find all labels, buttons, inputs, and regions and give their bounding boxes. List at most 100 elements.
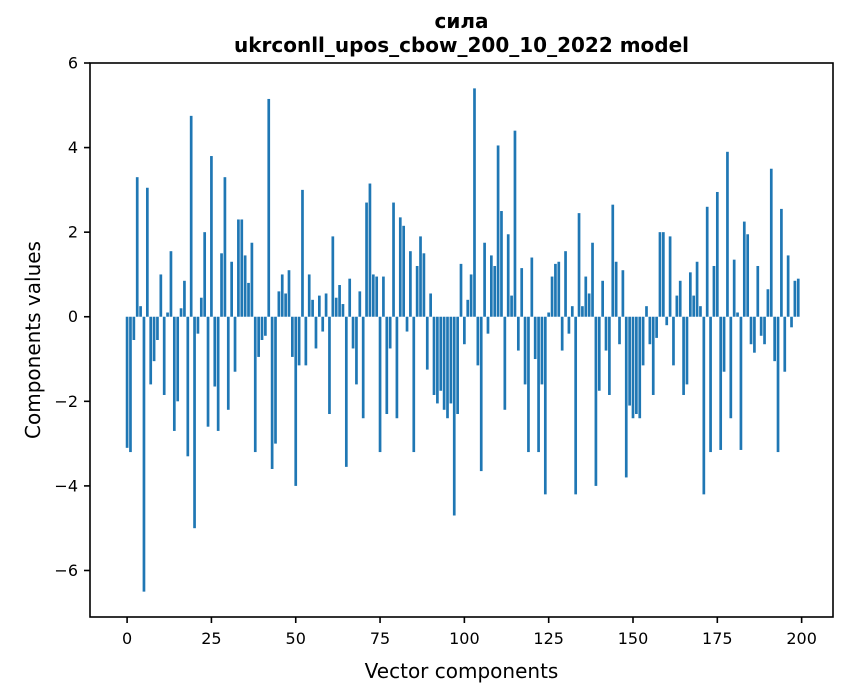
x-tick-label: 50 bbox=[286, 629, 306, 648]
plot-area-border bbox=[89, 62, 834, 618]
bar bbox=[523, 316, 527, 385]
bar bbox=[459, 263, 463, 317]
bars-group bbox=[125, 88, 800, 592]
bar bbox=[712, 265, 716, 317]
bar bbox=[392, 202, 395, 317]
bar bbox=[398, 217, 402, 317]
bar bbox=[506, 234, 510, 317]
bar bbox=[260, 316, 264, 340]
bar bbox=[233, 316, 237, 372]
bar bbox=[473, 88, 476, 317]
bar bbox=[631, 316, 635, 419]
x-tick-label: 150 bbox=[618, 629, 649, 648]
bar bbox=[267, 98, 271, 317]
bar bbox=[216, 316, 220, 431]
bar bbox=[790, 316, 793, 328]
bar bbox=[442, 316, 446, 410]
bar bbox=[253, 316, 257, 453]
bar bbox=[587, 293, 591, 317]
bar bbox=[597, 316, 601, 391]
bar bbox=[287, 270, 291, 317]
bar bbox=[753, 316, 756, 353]
bar bbox=[129, 316, 132, 453]
bar bbox=[220, 253, 223, 317]
x-axis-ticks: 0 25 50 75 100 125 150 175 200 bbox=[122, 617, 817, 648]
bar bbox=[388, 316, 392, 349]
bar bbox=[624, 316, 628, 478]
bar bbox=[270, 316, 274, 469]
bar bbox=[348, 278, 352, 317]
bar bbox=[196, 316, 200, 334]
bar bbox=[183, 280, 186, 317]
bar bbox=[543, 316, 547, 495]
bar bbox=[284, 293, 287, 317]
bar bbox=[651, 316, 655, 395]
bar bbox=[226, 316, 230, 410]
bar bbox=[243, 255, 247, 317]
bar bbox=[446, 316, 449, 419]
bar bbox=[611, 204, 615, 317]
bar bbox=[665, 316, 669, 326]
bar bbox=[699, 306, 702, 317]
bar bbox=[186, 316, 190, 457]
bar bbox=[419, 236, 422, 317]
bar bbox=[554, 263, 557, 317]
bar bbox=[344, 316, 348, 467]
bar bbox=[405, 316, 409, 332]
bar bbox=[722, 316, 726, 372]
bar bbox=[314, 316, 318, 349]
bar bbox=[527, 316, 530, 453]
bar bbox=[682, 316, 685, 395]
bar bbox=[294, 316, 298, 486]
y-tick-label: 2 bbox=[68, 223, 78, 242]
x-tick-label: 175 bbox=[702, 629, 733, 648]
bar bbox=[371, 274, 375, 317]
bar bbox=[152, 316, 156, 362]
bar bbox=[759, 316, 763, 336]
y-tick-label: 4 bbox=[68, 138, 78, 157]
bar bbox=[557, 261, 561, 317]
bar bbox=[638, 316, 642, 419]
bar bbox=[156, 316, 159, 340]
bar bbox=[240, 219, 244, 317]
bar bbox=[550, 276, 554, 317]
bar bbox=[769, 168, 773, 317]
x-tick-label: 200 bbox=[786, 629, 817, 648]
bar bbox=[479, 316, 483, 472]
bar bbox=[540, 316, 544, 385]
bar bbox=[793, 280, 797, 317]
bar bbox=[608, 316, 611, 395]
bar bbox=[210, 156, 213, 317]
bar bbox=[247, 282, 250, 317]
bar bbox=[449, 316, 453, 404]
bar bbox=[149, 316, 153, 385]
bar bbox=[378, 316, 382, 453]
bar bbox=[688, 272, 692, 317]
bar bbox=[560, 316, 564, 351]
bar bbox=[520, 268, 524, 317]
bar bbox=[311, 299, 314, 317]
y-tick-label: −2 bbox=[54, 392, 78, 411]
bar bbox=[351, 316, 355, 349]
bar bbox=[139, 306, 142, 317]
bar bbox=[193, 316, 196, 529]
bar bbox=[456, 316, 459, 415]
bar bbox=[321, 316, 325, 332]
x-tick-label: 0 bbox=[122, 629, 132, 648]
bar bbox=[530, 257, 534, 317]
bar bbox=[594, 316, 598, 486]
bar bbox=[668, 236, 672, 317]
bar bbox=[537, 316, 540, 453]
chart-title-line1: сила bbox=[434, 9, 488, 33]
bar bbox=[368, 183, 372, 317]
bar bbox=[355, 316, 358, 385]
y-tick-label: 0 bbox=[68, 307, 78, 326]
bar bbox=[496, 145, 500, 317]
bar bbox=[382, 276, 385, 317]
bar bbox=[695, 261, 699, 317]
bar bbox=[621, 270, 625, 317]
bar bbox=[533, 316, 537, 360]
bar bbox=[658, 232, 662, 317]
bar bbox=[297, 316, 301, 366]
bar bbox=[432, 316, 436, 395]
